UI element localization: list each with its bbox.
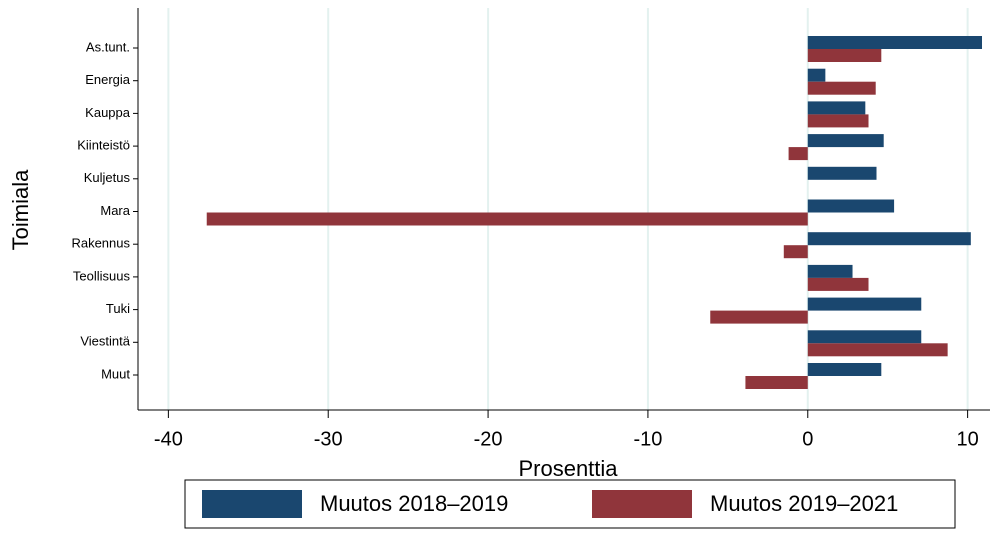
y-tick-label: Kauppa — [85, 105, 131, 120]
bar — [807, 297, 922, 311]
bar — [807, 330, 922, 344]
bar — [807, 277, 869, 291]
x-tick-label: -40 — [154, 428, 183, 450]
y-tick-label: Kiinteistö — [77, 138, 130, 153]
y-tick-label: Kuljetus — [84, 170, 131, 185]
legend-label: Muutos 2019–2021 — [710, 491, 898, 516]
bar — [807, 199, 895, 213]
bar — [807, 114, 869, 128]
bar — [807, 232, 971, 246]
x-tick-label: -30 — [314, 428, 343, 450]
bar — [807, 264, 853, 278]
y-tick-label: Energia — [85, 72, 131, 87]
bar — [807, 166, 877, 180]
y-tick-label: Rakennus — [71, 236, 130, 251]
y-tick-label: Tuki — [106, 301, 130, 316]
y-axis-title: Toimiala — [8, 169, 33, 250]
bar — [807, 101, 866, 115]
bar — [807, 68, 826, 82]
x-axis-title: Prosenttia — [518, 456, 618, 481]
x-tick-label: -20 — [474, 428, 503, 450]
x-tick-label: 10 — [956, 428, 978, 450]
bar — [745, 376, 808, 389]
bar — [783, 245, 808, 259]
bar — [807, 49, 882, 62]
legend-box — [184, 479, 956, 529]
bar — [807, 363, 882, 376]
legend-swatch — [592, 490, 692, 518]
bar — [710, 310, 808, 324]
bar — [788, 147, 808, 161]
y-tick-label: Muut — [101, 366, 130, 381]
bar — [807, 81, 876, 95]
x-tick-label: -10 — [633, 428, 662, 450]
bar — [807, 134, 884, 148]
bar — [206, 212, 808, 226]
y-tick-label: Teollisuus — [73, 268, 131, 283]
y-tick-label: As.tunt. — [86, 39, 130, 54]
y-tick-label: Mara — [100, 203, 130, 218]
legend-swatch — [202, 490, 302, 518]
bar — [807, 343, 948, 357]
legend-label: Muutos 2018–2019 — [320, 491, 508, 516]
bar — [807, 36, 983, 49]
y-tick-label: Viestintä — [80, 334, 130, 349]
x-tick-label: 0 — [802, 428, 813, 450]
